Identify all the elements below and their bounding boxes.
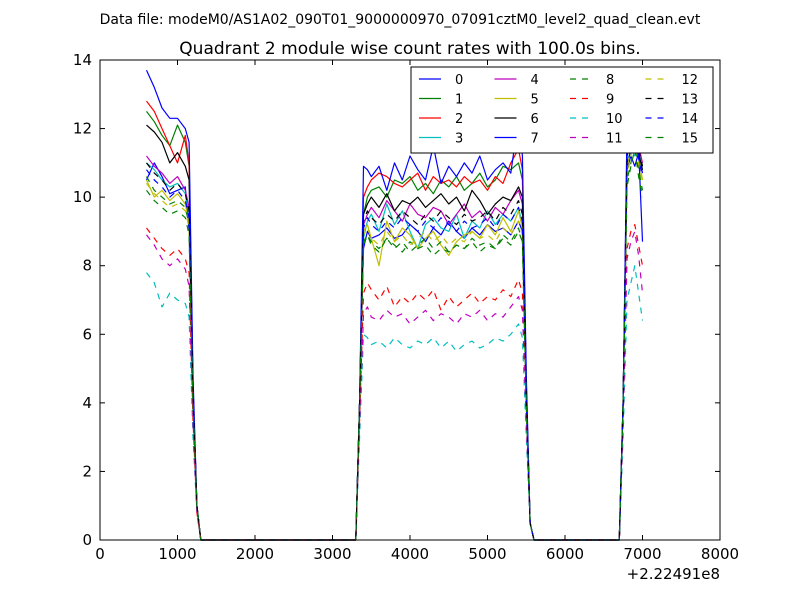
y-tick-label: 8 (82, 257, 92, 275)
x-tick-label: 8000 (701, 545, 739, 563)
y-tick-label: 0 (82, 531, 92, 549)
legend-label-8: 8 (606, 73, 614, 88)
legend-label-9: 9 (606, 93, 614, 108)
legend-label-2: 2 (455, 112, 463, 127)
y-tick-label: 4 (82, 394, 92, 412)
x-tick-label: 3000 (313, 545, 351, 563)
legend-label-14: 14 (682, 112, 699, 127)
x-tick-label: 4000 (391, 545, 429, 563)
legend-label-13: 13 (682, 93, 699, 108)
legend-label-5: 5 (531, 93, 539, 108)
x-tick-label: 5000 (468, 545, 506, 563)
x-offset-label: +2.22491e8 (627, 565, 720, 583)
x-tick-label: 1000 (158, 545, 196, 563)
legend-label-6: 6 (531, 112, 539, 127)
legend-label-0: 0 (455, 73, 463, 88)
y-tick-label: 6 (82, 325, 92, 343)
legend-label-15: 15 (682, 132, 699, 147)
data-file-title: Data file: modeM0/AS1A02_090T01_90000009… (100, 12, 701, 28)
x-tick-label: 2000 (236, 545, 274, 563)
y-tick-label: 2 (82, 462, 92, 480)
chart-title: Quadrant 2 module wise count rates with … (179, 39, 640, 59)
series-line-13 (146, 128, 644, 541)
legend-label-11: 11 (606, 132, 623, 147)
y-tick-label: 10 (73, 188, 92, 206)
legend-label-1: 1 (455, 93, 463, 108)
axes: 0 1000 2000 3000 4000 5000 6000 7000 80000246810… (73, 51, 739, 563)
x-tick-label: 0 (95, 545, 105, 563)
x-tick-label: 6000 (546, 545, 584, 563)
x-tick-label: 7000 (623, 545, 661, 563)
legend-label-3: 3 (455, 132, 463, 147)
legend-label-10: 10 (606, 112, 623, 127)
legend-label-7: 7 (531, 132, 539, 147)
legend-box (410, 66, 714, 154)
y-tick-label: 14 (73, 51, 92, 69)
legend-label-12: 12 (682, 73, 699, 88)
legend-label-4: 4 (531, 73, 539, 88)
y-tick-label: 12 (73, 120, 92, 138)
